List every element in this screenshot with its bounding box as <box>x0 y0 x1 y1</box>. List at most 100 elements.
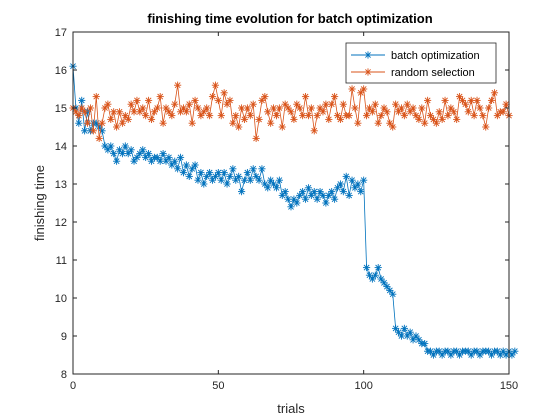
data-point <box>235 172 243 180</box>
data-point <box>441 96 449 104</box>
legend: batch optimization random selection <box>345 42 497 84</box>
data-point <box>269 180 278 188</box>
data-point <box>243 104 251 112</box>
data-point <box>258 96 266 104</box>
data-point <box>473 96 481 104</box>
series-1 <box>69 62 519 359</box>
data-point <box>272 184 281 192</box>
data-point <box>191 96 199 104</box>
data-point <box>299 188 307 196</box>
data-point <box>261 180 269 188</box>
data-point <box>287 203 295 211</box>
data-point <box>403 100 411 108</box>
data-point <box>223 180 231 188</box>
data-point <box>377 275 385 283</box>
data-point <box>313 195 321 203</box>
data-point <box>296 191 304 199</box>
data-point <box>208 93 217 101</box>
data-point <box>232 176 240 184</box>
data-point <box>374 264 382 272</box>
data-point <box>133 153 141 161</box>
data-point <box>354 180 362 188</box>
data-point <box>243 169 251 177</box>
data-point <box>467 351 475 359</box>
data-point <box>200 108 208 116</box>
data-point <box>98 119 106 127</box>
data-point <box>377 112 385 120</box>
data-point <box>249 165 257 173</box>
data-point <box>133 96 141 104</box>
data-point <box>115 146 124 154</box>
legend-entry-2: random selection <box>351 67 475 79</box>
data-point <box>174 81 182 89</box>
data-point <box>328 188 336 196</box>
data-point <box>331 195 339 203</box>
data-point <box>159 119 167 127</box>
data-point <box>281 100 289 108</box>
data-point <box>406 328 414 336</box>
data-point <box>403 332 411 340</box>
data-point <box>476 351 484 359</box>
data-point <box>81 108 89 116</box>
data-point <box>127 146 135 154</box>
data-point <box>194 176 202 184</box>
data-point <box>156 93 164 101</box>
data-point <box>360 85 368 93</box>
data-point <box>267 176 275 184</box>
data-point <box>392 324 400 332</box>
data-point <box>162 157 170 165</box>
data-point <box>264 108 272 116</box>
data-point <box>293 100 301 108</box>
data-point <box>322 199 330 207</box>
data-point <box>357 89 365 97</box>
data-point <box>121 142 129 150</box>
y-axis-label: finishing time <box>32 165 47 241</box>
data-point <box>450 108 458 116</box>
data-point <box>171 157 179 165</box>
data-point <box>485 104 493 112</box>
data-point <box>511 347 519 355</box>
data-point <box>246 112 254 120</box>
data-point <box>336 180 345 188</box>
data-point <box>124 150 132 158</box>
data-point <box>461 100 469 108</box>
data-point <box>232 112 240 120</box>
x-axis-label: trials <box>277 401 305 416</box>
data-point <box>301 195 310 203</box>
data-point <box>191 161 199 169</box>
y-tick-label: 10 <box>55 293 67 305</box>
data-point <box>162 104 170 112</box>
data-point <box>351 104 359 112</box>
data-point <box>426 112 435 120</box>
data-point <box>203 104 211 112</box>
data-point <box>368 108 376 116</box>
data-point <box>124 115 132 123</box>
y-tick-label: 11 <box>56 255 67 267</box>
data-point <box>136 150 144 158</box>
data-point <box>374 119 382 127</box>
data-point <box>397 332 406 340</box>
data-point <box>89 127 97 135</box>
data-point <box>147 115 156 123</box>
data-point <box>113 123 121 131</box>
plot-frame <box>72 31 510 375</box>
y-tick-label: 16 <box>55 65 67 77</box>
data-point <box>81 127 89 135</box>
data-point <box>354 119 362 127</box>
data-point <box>435 108 443 116</box>
data-point <box>319 108 327 116</box>
y-tick-label: 14 <box>55 141 67 153</box>
data-point <box>182 161 190 169</box>
x-tick-label: 50 <box>212 380 224 392</box>
tick-layer: 0 50 100 150 8 9 10 11 12 13 14 15 16 17 <box>55 27 518 392</box>
data-point <box>229 165 237 173</box>
data-point <box>255 115 263 123</box>
plot-area <box>73 32 509 374</box>
data-point <box>217 112 225 120</box>
data-point <box>214 96 222 104</box>
data-point <box>325 191 333 199</box>
data-point <box>182 108 190 116</box>
data-point <box>307 104 315 112</box>
